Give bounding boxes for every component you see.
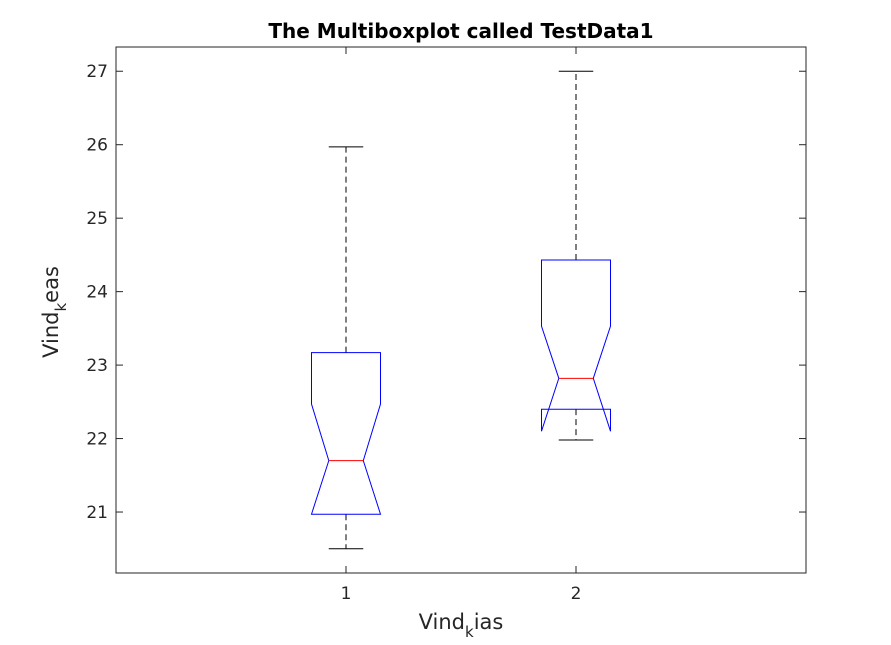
x-axis-label-rest: ias (474, 610, 504, 634)
y-axis: 21 22 23 24 25 26 27 (86, 62, 806, 523)
x-axis-label: Vindkias (419, 610, 504, 641)
y-axis-label-rest: eas (39, 266, 63, 303)
y-tick-label: 21 (86, 503, 108, 523)
y-axis-label: Vindkeas (39, 266, 70, 358)
boxes (310, 70, 611, 550)
y-tick-label: 27 (86, 62, 108, 82)
y-tick-label: 23 (86, 356, 108, 376)
box-body (310, 352, 382, 515)
box-2 (541, 70, 611, 441)
y-tick-label: 24 (86, 283, 108, 303)
y-axis-label-sub: k (52, 303, 70, 312)
chart-title: The Multiboxplot called TestData1 (268, 19, 653, 43)
y-tick-label: 22 (86, 430, 108, 450)
y-tick-label: 26 (86, 136, 108, 156)
box-body (541, 259, 611, 432)
x-tick-label: 1 (341, 584, 352, 604)
x-tick-label: 2 (571, 584, 582, 604)
x-axis-label-sub: k (465, 623, 474, 641)
y-axis-label-base: Vind (39, 312, 63, 358)
y-tick-label: 25 (86, 209, 108, 229)
box-1 (310, 146, 382, 550)
x-axis-label-base: Vind (419, 610, 465, 634)
plot-area (115, 46, 807, 574)
